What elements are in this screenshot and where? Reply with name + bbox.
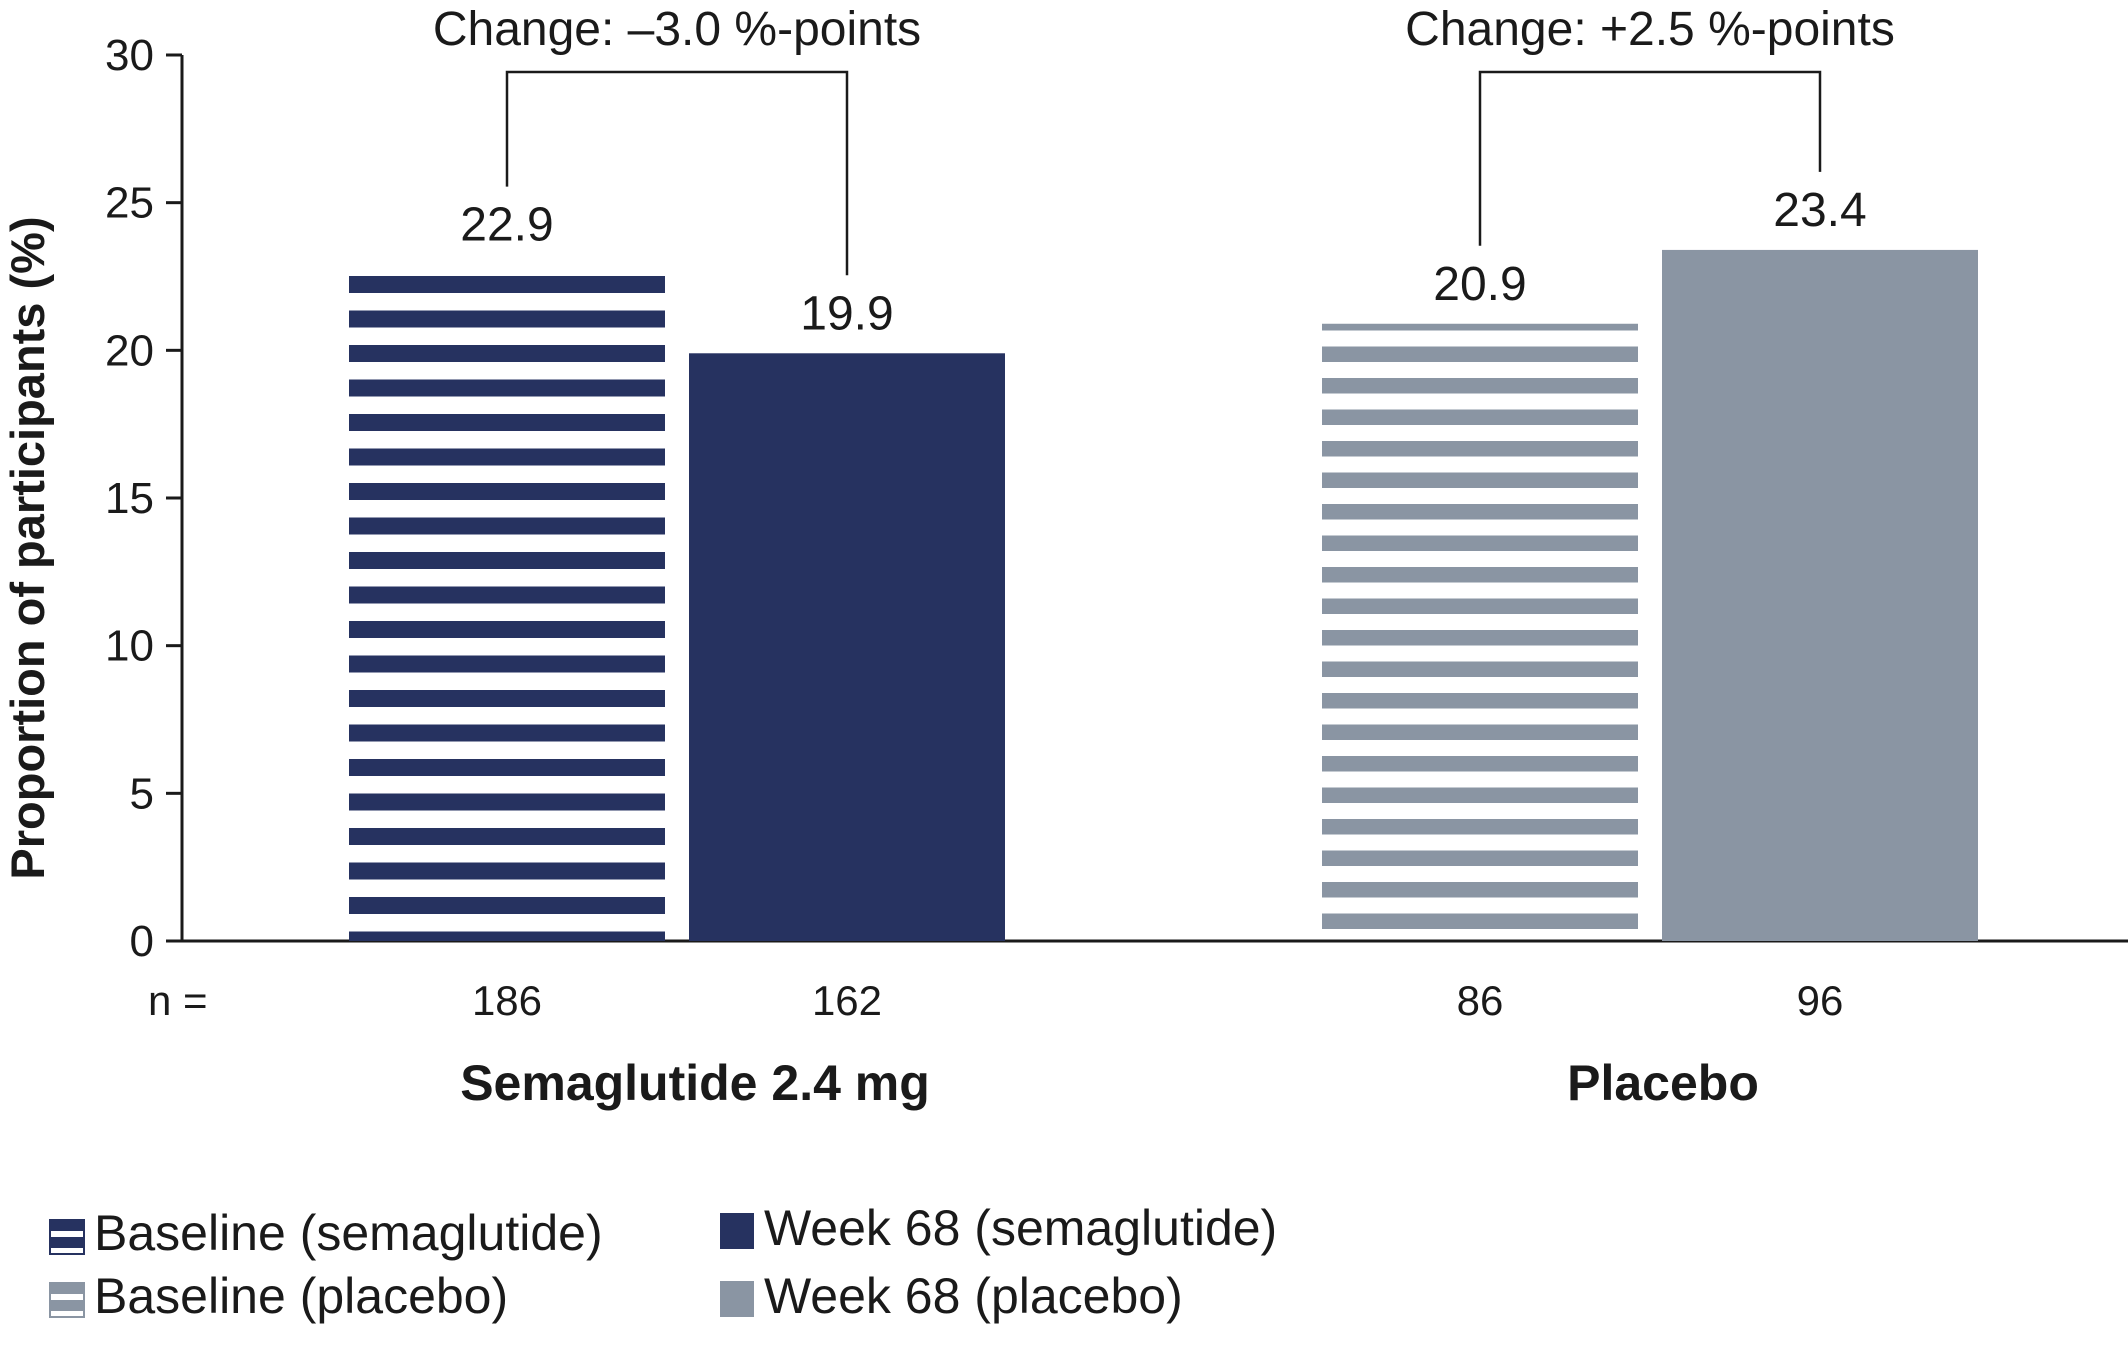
legend-item: Baseline (semaglutide) bbox=[49, 1205, 603, 1261]
legend-swatch bbox=[720, 1213, 754, 1249]
n-count-label: 162 bbox=[812, 977, 882, 1024]
y-axis-title: Proportion of participants (%) bbox=[1, 216, 54, 879]
legend-label: Baseline (placebo) bbox=[94, 1268, 508, 1324]
legend-item: Week 68 (semaglutide) bbox=[720, 1200, 1277, 1256]
n-count-label: 186 bbox=[472, 977, 542, 1024]
legend-item: Week 68 (placebo) bbox=[720, 1268, 1183, 1324]
legend-swatch-stripe bbox=[50, 1220, 84, 1231]
legend: Baseline (semaglutide) Week 68 (semagluti… bbox=[49, 1200, 1277, 1324]
legend-label: Week 68 (semaglutide) bbox=[764, 1200, 1277, 1256]
legend-item: Baseline (placebo) bbox=[49, 1268, 508, 1324]
y-tick-label: 5 bbox=[130, 769, 154, 818]
labels-layer: n = 22.9 186 19.9 162 Semaglutide 2.4 mg Chang… bbox=[148, 3, 1895, 1111]
y-tick-label: 15 bbox=[105, 474, 154, 523]
legend-swatch-stripe bbox=[50, 1300, 84, 1311]
legend-swatch bbox=[720, 1281, 754, 1317]
bar-semaglutide-baseline bbox=[349, 264, 665, 942]
legend-swatch-stripe bbox=[50, 1283, 84, 1294]
axis-layer: 0 5 10 15 20 25 30 Proportion of participants (… bbox=[1, 31, 2128, 966]
bar-value-label: 23.4 bbox=[1773, 184, 1866, 237]
y-tick-label: 0 bbox=[130, 917, 154, 966]
n-count-label: 86 bbox=[1457, 977, 1504, 1024]
bar-placebo-week68 bbox=[1662, 249, 1978, 942]
y-tick-label: 20 bbox=[105, 326, 154, 375]
change-bracket bbox=[1478, 70, 1822, 246]
legend-label: Baseline (semaglutide) bbox=[94, 1205, 603, 1261]
bar-value-label: 22.9 bbox=[460, 199, 553, 252]
bar-value-label: 20.9 bbox=[1433, 258, 1526, 311]
y-tick-label: 10 bbox=[105, 622, 154, 671]
n-count-label: 96 bbox=[1797, 977, 1844, 1024]
bar-placebo-baseline bbox=[1322, 323, 1638, 942]
bar-value-label: 19.9 bbox=[800, 287, 893, 340]
legend-swatch-stripe bbox=[50, 1237, 84, 1248]
change-label: Change: –3.0 %-points bbox=[433, 3, 921, 56]
change-label: Change: +2.5 %-points bbox=[1405, 3, 1895, 56]
change-bracket bbox=[505, 70, 849, 276]
legend-label: Week 68 (placebo) bbox=[764, 1268, 1183, 1324]
bar-semaglutide-week68 bbox=[689, 353, 1005, 942]
n-prefix-label: n = bbox=[148, 977, 208, 1024]
group-label: Placebo bbox=[1567, 1055, 1759, 1111]
group-label: Semaglutide 2.4 mg bbox=[460, 1055, 930, 1111]
y-tick-label: 30 bbox=[105, 31, 154, 80]
bars-layer bbox=[349, 249, 1978, 942]
y-tick-label: 25 bbox=[105, 179, 154, 228]
